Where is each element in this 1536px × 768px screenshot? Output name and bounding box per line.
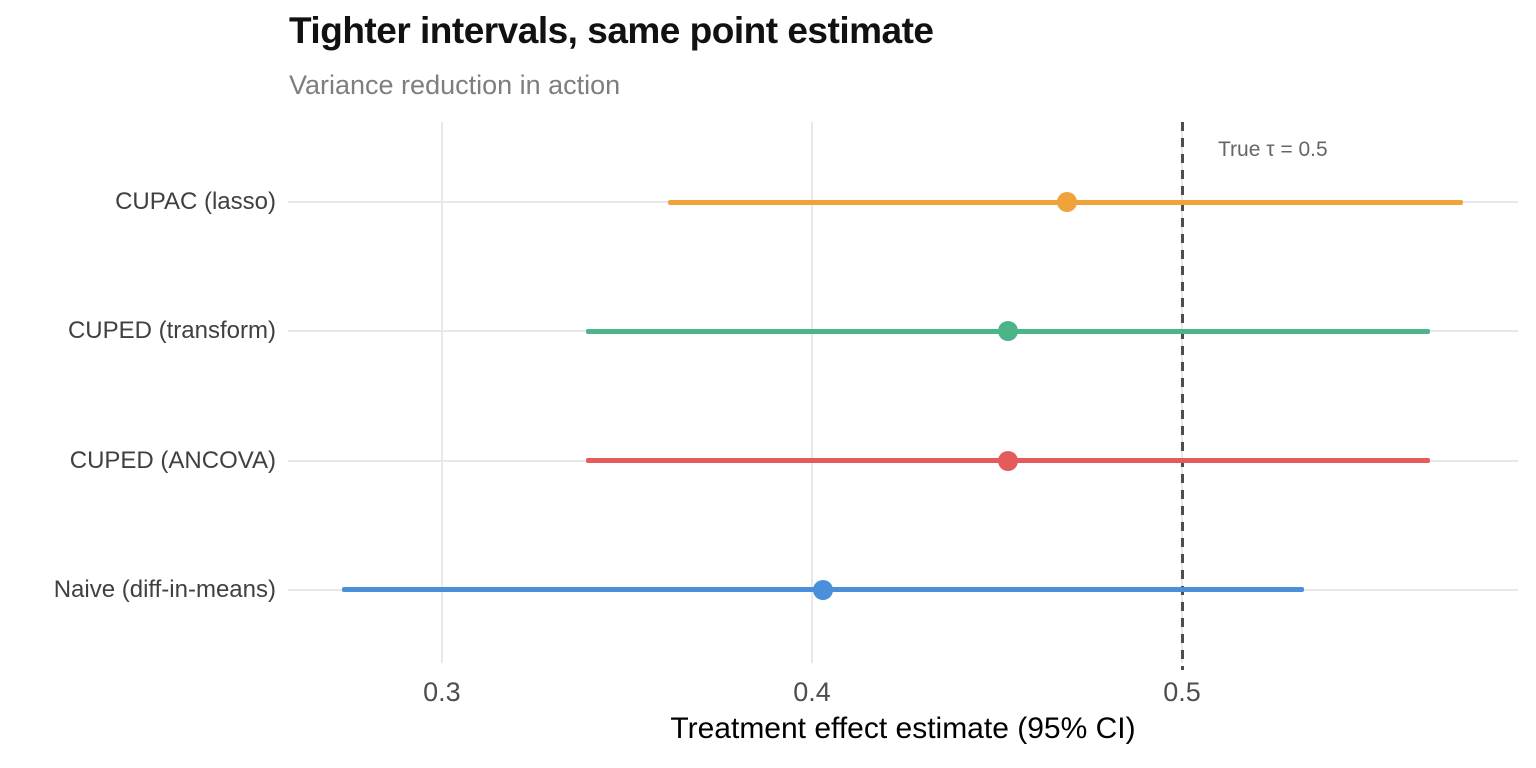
- gridline-x: [810, 122, 813, 663]
- point-estimate: [1057, 192, 1078, 212]
- x-tick-label: 0.3: [423, 677, 461, 707]
- x-tick-label: 0.4: [793, 677, 831, 707]
- chart-title: Tighter intervals, same point estimate: [289, 10, 934, 51]
- chart-subtitle: Variance reduction in action: [289, 70, 621, 100]
- y-axis-label: CUPED (ANCOVA): [69, 446, 276, 474]
- y-axis-label: Naive (diff-in-means): [53, 575, 276, 603]
- point-estimate: [998, 321, 1019, 342]
- x-axis-title: Treatment effect estimate (95% CI): [670, 712, 1136, 745]
- y-axis-label: CUPAC (lasso): [115, 188, 276, 215]
- point-estimate: [998, 450, 1019, 471]
- y-axis-label: CUPED (transform): [67, 317, 276, 345]
- reference-line-label: True τ = 0.5: [1218, 138, 1328, 161]
- point-estimate: [813, 579, 834, 600]
- reference-line: [1180, 122, 1184, 670]
- gridline-x: [440, 122, 443, 663]
- x-tick-label: 0.5: [1163, 677, 1201, 707]
